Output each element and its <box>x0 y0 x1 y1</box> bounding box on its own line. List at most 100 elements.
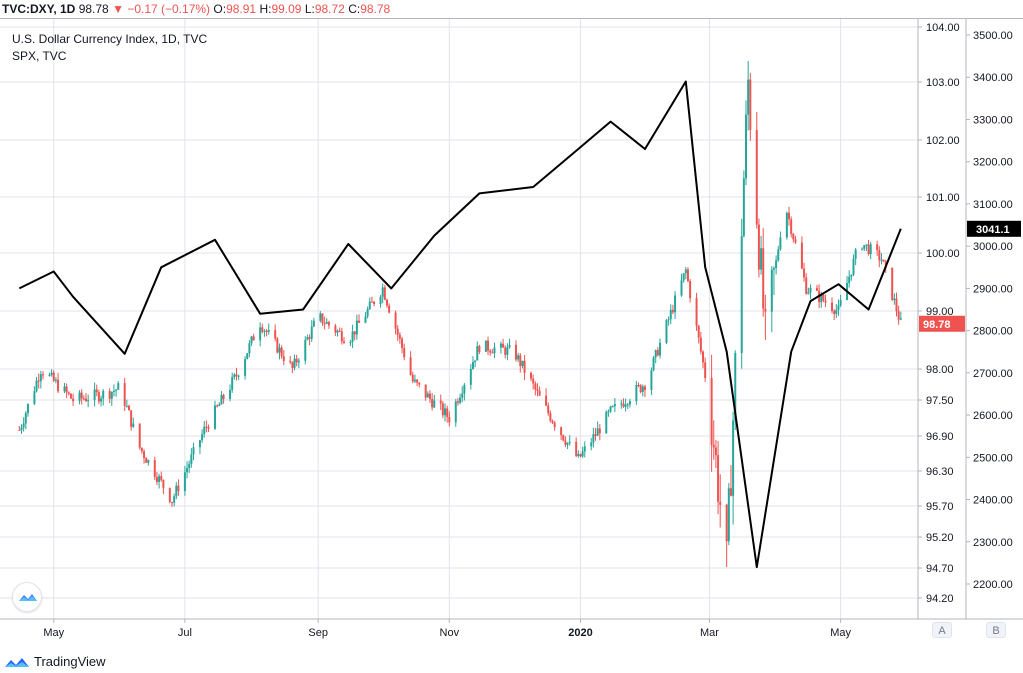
dxy-candle <box>867 244 870 255</box>
dxy-candle <box>461 393 464 398</box>
chart-canvas[interactable]: 104.00 103.00 102.00 101.00 100.00 99.00 98.00… <box>0 19 1023 649</box>
dxy-tick-label: 95.70 <box>926 501 954 513</box>
dxy-candle <box>788 212 791 220</box>
dxy-candle <box>605 412 608 434</box>
dxy-candle <box>97 392 100 402</box>
dxy-candle <box>123 383 126 406</box>
dxy-candle <box>734 352 737 421</box>
dxy-tick-label: 102.00 <box>926 135 960 147</box>
dxy-candle <box>454 401 457 423</box>
dxy-candle <box>222 394 225 400</box>
dxy-candle <box>358 320 361 323</box>
dxy-candle <box>403 347 406 358</box>
dxy-candle <box>115 389 118 391</box>
low-value: 98.72 <box>314 2 345 16</box>
scale-auto-button[interactable]: A <box>932 622 952 638</box>
open-label: O: <box>213 2 227 16</box>
dxy-candle <box>592 434 595 443</box>
dxy-candle <box>82 398 85 400</box>
x-tick-label: Nov <box>440 627 460 639</box>
dxy-candle <box>340 331 343 342</box>
dxy-candle <box>381 287 384 297</box>
dxy-candle <box>583 446 586 452</box>
tradingview-badge-icon[interactable] <box>12 582 42 612</box>
dxy-tick-label: 101.00 <box>926 192 960 204</box>
dxy-candle <box>686 269 689 282</box>
dxy-candle <box>349 341 352 344</box>
dxy-candle <box>508 344 511 348</box>
dxy-candle <box>835 309 838 315</box>
dxy-candle <box>837 305 840 310</box>
dxy-candle <box>717 455 720 502</box>
high-label: H: <box>259 2 272 16</box>
legend-main-series[interactable]: U.S. Dollar Currency Index, 1D, TVC <box>12 32 208 46</box>
dxy-candle <box>577 454 580 457</box>
dxy-candle <box>205 426 208 428</box>
dxy-candle <box>704 362 707 379</box>
dxy-candle <box>517 355 520 360</box>
dxy-candle <box>351 331 354 342</box>
dxy-candle <box>233 374 236 378</box>
dxy-candle <box>667 319 670 321</box>
dxy-candle <box>310 326 313 339</box>
dxy-candle <box>521 360 524 366</box>
dxy-candle <box>865 244 868 246</box>
dxy-candle <box>117 383 120 390</box>
dxy-candle <box>553 422 556 428</box>
dxy-last-value-label: 98.78 <box>923 319 951 331</box>
legend-overlay-series[interactable]: SPX, TVC <box>12 49 67 63</box>
dxy-candle <box>321 313 324 324</box>
spx-tick-label: 3500.00 <box>973 30 1013 42</box>
spx-tick-label: 2500.00 <box>973 452 1013 464</box>
dxy-candle <box>609 406 612 412</box>
quote-bar: TVC:DXY, 1D 98.78 ▼ −0.17 (−0.17%) O:98.… <box>0 0 1023 18</box>
dxy-tick-label: 95.20 <box>926 532 954 544</box>
close-label: C: <box>348 2 361 16</box>
dxy-candle <box>203 426 206 435</box>
dxy-tick-label: 99.00 <box>926 306 954 318</box>
dxy-candle <box>388 305 391 313</box>
brand[interactable]: TradingView <box>4 652 106 672</box>
dxy-tick-label: 96.30 <box>926 466 954 478</box>
dxy-candle <box>831 302 834 311</box>
dxy-candle <box>394 312 397 329</box>
dxy-candle <box>441 403 444 416</box>
symbol-label[interactable]: TVC:DXY, 1D <box>2 2 76 16</box>
low-label: L: <box>304 2 315 16</box>
dxy-candle <box>364 316 367 323</box>
dxy-candle <box>383 287 386 300</box>
dxy-candle <box>433 400 436 408</box>
dxy-candle <box>575 441 578 457</box>
dxy-candle <box>895 298 898 312</box>
spx-tick-label: 3100.00 <box>973 199 1013 211</box>
dxy-candle <box>815 287 818 291</box>
grid-layer <box>0 19 918 619</box>
dxy-candle <box>216 405 219 407</box>
spx-tick-label: 3400.00 <box>973 72 1013 84</box>
dxy-candle <box>306 337 309 340</box>
spx-tick-label: 3000.00 <box>973 241 1013 253</box>
dxy-candle <box>628 401 631 405</box>
dxy-candle <box>764 308 767 312</box>
dxy-candle <box>463 384 466 394</box>
dxy-candle <box>547 405 550 414</box>
dxy-candle <box>710 378 713 445</box>
dxy-candle <box>52 372 55 381</box>
chart-frame[interactable]: 104.00 103.00 102.00 101.00 100.00 99.00 98.00… <box>0 18 1023 648</box>
down-arrow-icon: ▼ <box>112 2 124 16</box>
dxy-candle <box>702 351 705 363</box>
spx-tick-label: 3200.00 <box>973 157 1013 169</box>
dxy-candle <box>684 269 687 274</box>
dxy-candle <box>534 383 537 390</box>
dxy-candle <box>484 340 487 352</box>
dxy-candle <box>207 427 210 429</box>
dxy-candle <box>229 390 232 400</box>
dxy-candle <box>878 250 881 261</box>
dxy-candle <box>145 458 148 463</box>
dxy-candle <box>444 408 447 416</box>
scale-b-button[interactable]: B <box>986 622 1006 638</box>
dxy-candle <box>674 295 677 313</box>
dxy-candle <box>499 343 502 348</box>
dxy-tick-label: 97.50 <box>926 395 954 407</box>
dxy-tick-label: 94.20 <box>926 593 954 605</box>
